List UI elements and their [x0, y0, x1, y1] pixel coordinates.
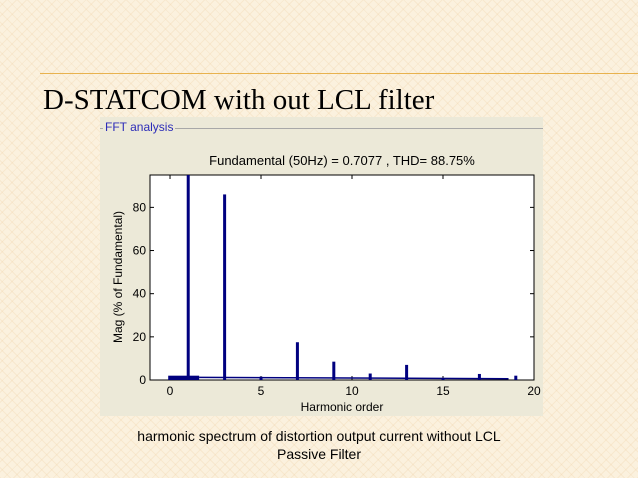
harmonic-bar-9 [332, 361, 336, 380]
y-axis-label: Mag (% of Fundamental) [111, 211, 125, 343]
low-frequency-band [168, 375, 200, 380]
y-tick-label: 40 [133, 287, 147, 301]
x-tick-label: 5 [258, 384, 265, 398]
plot-area [149, 174, 535, 381]
x-tick-label: 10 [345, 384, 359, 398]
slide-caption: harmonic spectrum of distortion output c… [100, 427, 538, 463]
harmonic-spectrum-chart: 0 5 10 15 20 0 20 40 60 80 Fundamental (50Hz) = 0… [111, 153, 541, 414]
y-tick-label: 20 [133, 330, 147, 344]
x-axis-label: Harmonic order [301, 400, 384, 414]
noise-floor-line [199, 376, 509, 380]
y-tick-label: 60 [133, 244, 147, 258]
harmonic-bar-1 [186, 175, 190, 380]
harmonic-bar-11 [368, 373, 372, 380]
panel-label: FFT analysis [103, 120, 176, 134]
chart-title: Fundamental (50Hz) = 0.7077 , THD= 88.75… [209, 153, 475, 168]
harmonic-bar-5 [259, 376, 263, 380]
x-tick-label: 15 [436, 384, 450, 398]
x-tick-label: 20 [527, 384, 541, 398]
harmonic-bar-19 [514, 375, 518, 380]
panel-group-border [100, 128, 543, 129]
x-tick-label: 0 [167, 384, 174, 398]
title-divider-line [40, 73, 638, 74]
harmonic-bar-3 [223, 194, 227, 380]
harmonic-bar-13 [405, 364, 409, 380]
y-tick-label: 0 [139, 373, 146, 387]
harmonic-bar-7 [295, 342, 299, 380]
y-tick-label: 80 [133, 200, 147, 214]
slide-title: D-STATCOM with out LCL filter [43, 84, 435, 116]
caption-line-1: harmonic spectrum of distortion output c… [137, 428, 501, 444]
caption-line-2: Passive Filter [276, 446, 362, 462]
harmonic-bar-15 [441, 378, 445, 380]
harmonic-bar-17 [477, 373, 481, 380]
